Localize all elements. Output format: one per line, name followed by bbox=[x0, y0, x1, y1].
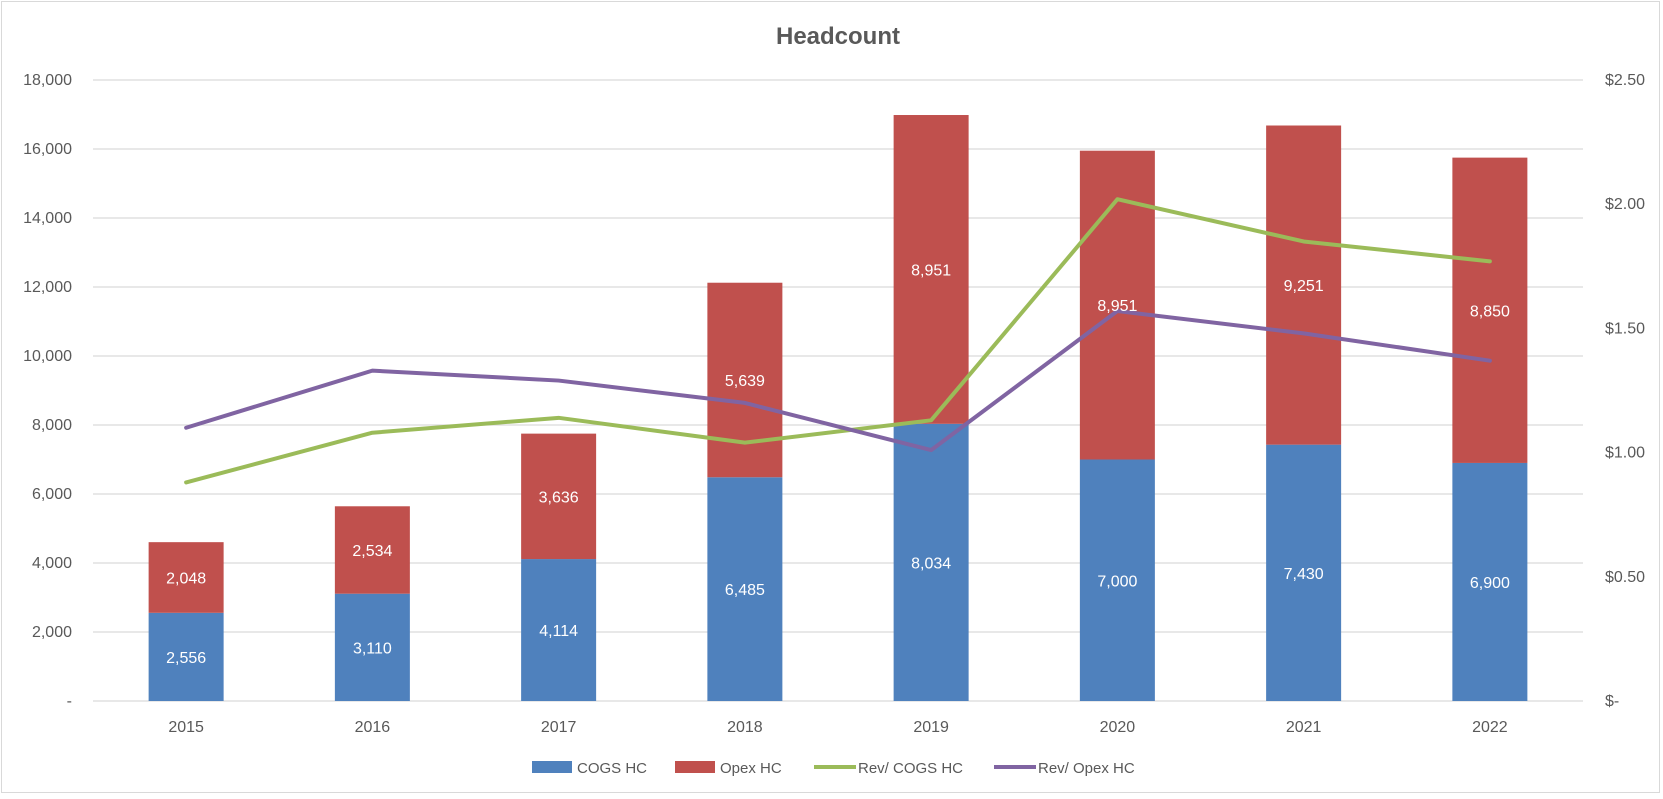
cogs-data-label: 3,110 bbox=[353, 640, 392, 657]
legend-item: Rev/ COGS HC bbox=[814, 760, 963, 777]
left-tick-label: 12,000 bbox=[23, 279, 72, 296]
rev-cogs-line bbox=[184, 197, 1492, 485]
opex-data-label: 3,636 bbox=[539, 489, 579, 506]
left-tick-label: 18,000 bbox=[23, 72, 72, 89]
x-tick-label: 2015 bbox=[168, 719, 204, 736]
right-tick-label: $1.00 bbox=[1605, 445, 1645, 462]
legend-item: Rev/ Opex HC bbox=[994, 760, 1135, 777]
opex-data-label: 2,048 bbox=[166, 570, 206, 587]
right-tick-label: $2.00 bbox=[1605, 196, 1645, 213]
cogs-data-label: 2,556 bbox=[166, 650, 206, 667]
rev-opex-line bbox=[184, 309, 1492, 453]
cogs-data-label: 7,430 bbox=[1284, 566, 1324, 583]
gridlines bbox=[93, 79, 1583, 702]
opex-bar bbox=[148, 542, 224, 613]
cogs-data-label: 7,000 bbox=[1097, 573, 1137, 590]
left-tick-label: 16,000 bbox=[23, 141, 72, 158]
legend-label: COGS HC bbox=[577, 760, 647, 777]
legend-label: Opex HC bbox=[720, 760, 782, 777]
right-tick-label: $0.50 bbox=[1605, 569, 1645, 586]
opex-bar bbox=[334, 506, 410, 594]
x-tick-label: 2021 bbox=[1286, 719, 1322, 736]
left-tick-label: 8,000 bbox=[32, 417, 72, 434]
opex-bar bbox=[893, 115, 969, 424]
left-tick-label: 6,000 bbox=[32, 486, 72, 503]
opex-bar bbox=[1266, 125, 1342, 445]
opex-bar bbox=[707, 282, 783, 478]
cogs-bar bbox=[707, 477, 783, 701]
right-axis: $- $0.50 $1.00 $1.50 $2.00 $2.50 bbox=[1605, 72, 1645, 710]
opex-data-label: 9,251 bbox=[1284, 278, 1324, 295]
x-tick-label: 2019 bbox=[913, 719, 949, 736]
cogs-bar bbox=[148, 612, 224, 701]
left-tick-label: 10,000 bbox=[23, 348, 72, 365]
legend-swatch bbox=[532, 761, 572, 773]
legend-item: Opex HC bbox=[675, 760, 782, 777]
cogs-data-label: 6,900 bbox=[1470, 575, 1510, 592]
cogs-bar bbox=[1266, 444, 1342, 701]
opex-data-label: 2,534 bbox=[352, 543, 392, 560]
lines-layer bbox=[184, 197, 1492, 485]
legend-label: Rev/ COGS HC bbox=[858, 760, 963, 777]
right-tick-label: $1.50 bbox=[1605, 320, 1645, 337]
cogs-bar bbox=[521, 559, 597, 701]
legend-label: Rev/ Opex HC bbox=[1038, 760, 1135, 777]
data-labels-layer: 2,556 2,048 3,110 2,534 4,114 3,636 6,485 5,639… bbox=[166, 262, 1510, 666]
legend: COGS HC Opex HC Rev/ COGS HC Rev/ Opex HC bbox=[532, 760, 1135, 777]
opex-bar bbox=[521, 433, 597, 560]
left-axis: - 2,000 4,000 6,000 8,000 10,000 12,000 14,000 1… bbox=[23, 72, 72, 710]
legend-swatch bbox=[675, 761, 715, 773]
bars-layer bbox=[148, 115, 1528, 701]
opex-data-label: 8,850 bbox=[1470, 303, 1510, 320]
cogs-bar bbox=[1079, 459, 1155, 701]
left-tick-label: - bbox=[67, 693, 72, 710]
x-tick-label: 2022 bbox=[1472, 719, 1508, 736]
cogs-bar bbox=[1452, 462, 1528, 701]
cogs-bar bbox=[893, 423, 969, 701]
cogs-bar bbox=[334, 593, 410, 701]
legend-item: COGS HC bbox=[532, 760, 647, 777]
cogs-data-label: 6,485 bbox=[725, 582, 765, 599]
right-tick-label: $- bbox=[1605, 693, 1619, 710]
right-tick-label: $2.50 bbox=[1605, 72, 1645, 89]
opex-bar bbox=[1452, 157, 1528, 463]
x-tick-label: 2017 bbox=[541, 719, 577, 736]
chart-title: Headcount bbox=[776, 23, 900, 50]
left-tick-label: 2,000 bbox=[32, 624, 72, 641]
opex-data-label: 8,951 bbox=[1097, 298, 1137, 315]
x-tick-label: 2016 bbox=[355, 719, 391, 736]
x-axis: 2015 2016 2017 2018 2019 2020 2021 2022 bbox=[168, 719, 1507, 736]
cogs-data-label: 4,114 bbox=[539, 623, 578, 640]
x-tick-label: 2020 bbox=[1100, 719, 1136, 736]
cogs-data-label: 8,034 bbox=[911, 555, 951, 572]
x-tick-label: 2018 bbox=[727, 719, 763, 736]
opex-data-label: 5,639 bbox=[725, 373, 765, 390]
opex-data-label: 8,951 bbox=[911, 262, 951, 279]
left-tick-label: 14,000 bbox=[23, 210, 72, 227]
left-tick-label: 4,000 bbox=[32, 555, 72, 572]
